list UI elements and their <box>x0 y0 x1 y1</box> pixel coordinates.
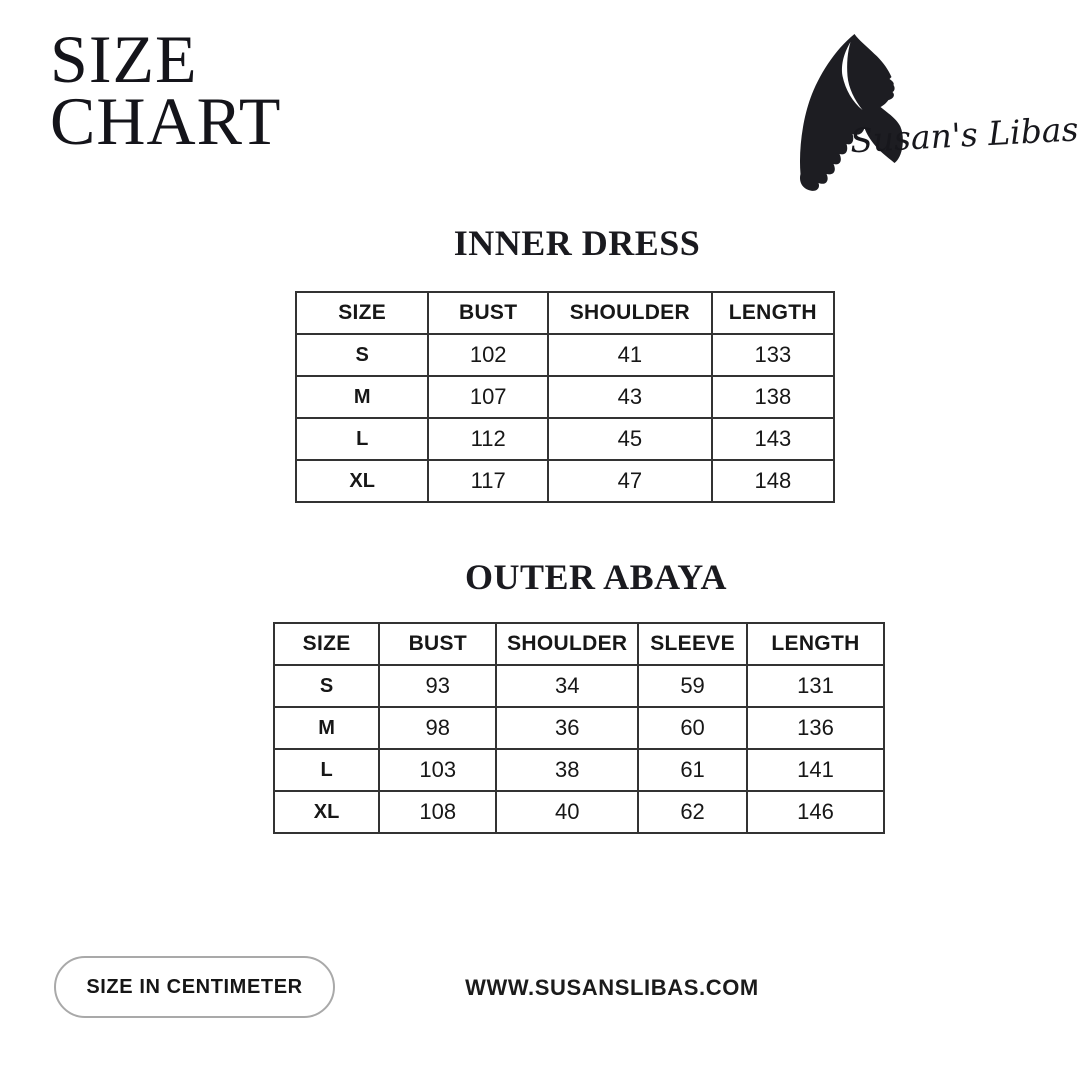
measurement-cell: 103 <box>378 748 498 792</box>
measurement-cell: 141 <box>745 748 886 792</box>
table-row: M 98 36 60 136 <box>272 706 886 750</box>
column-header: BUST <box>378 622 498 666</box>
size-cell: M <box>272 706 381 750</box>
website-url: WWW.SUSANSLIBAS.COM <box>465 975 759 1000</box>
measurement-cell: 61 <box>637 748 748 792</box>
measurement-cell: 108 <box>378 790 498 834</box>
measurement-cell: 36 <box>495 706 640 750</box>
inner-dress-title: INNER DRESS <box>453 223 701 263</box>
measurement-cell: 41 <box>547 333 713 377</box>
hijab-woman-silhouette-icon <box>799 34 903 191</box>
measurement-cell: 43 <box>547 375 713 419</box>
measurement-cell: 45 <box>547 417 713 461</box>
measurement-cell: 136 <box>745 706 886 750</box>
column-header: SIZE <box>294 291 430 335</box>
measurement-cell: 34 <box>495 664 640 708</box>
table-row: XL 117 47 148 <box>294 459 836 503</box>
measurement-cell: 117 <box>427 459 550 503</box>
measurement-cell: 138 <box>710 375 836 419</box>
brand-logo: Susan's Libas <box>790 30 1079 200</box>
size-cell: L <box>294 417 430 461</box>
size-cell: XL <box>294 459 430 503</box>
measurement-cell: 47 <box>547 459 713 503</box>
column-header: LENGTH <box>710 291 836 335</box>
measurement-cell: 107 <box>427 375 550 419</box>
measurement-cell: 98 <box>378 706 498 750</box>
page-title-line2: CHART <box>50 83 282 159</box>
measurement-cell: 93 <box>378 664 498 708</box>
unit-pill-label: SIZE IN CENTIMETER <box>86 975 303 998</box>
column-header: SHOULDER <box>547 291 713 335</box>
table-row: L 103 38 61 141 <box>272 748 886 792</box>
table-row: S 102 41 133 <box>294 333 836 377</box>
inner-dress-table: SIZE BUST SHOULDER LENGTH S 102 41 133 M 107 43 138… <box>294 291 836 503</box>
column-header: LENGTH <box>745 622 886 666</box>
header-row: SIZE BUST SHOULDER SLEEVE LENGTH <box>272 622 886 666</box>
column-header: SHOULDER <box>495 622 640 666</box>
table-row: L 112 45 143 <box>294 417 836 461</box>
measurement-cell: 102 <box>427 333 550 377</box>
measurement-cell: 148 <box>710 459 836 503</box>
measurement-cell: 133 <box>710 333 836 377</box>
outer-abaya-title: OUTER ABAYA <box>465 557 727 597</box>
unit-pill: SIZE IN CENTIMETER <box>54 956 335 1018</box>
size-cell: XL <box>272 790 381 834</box>
column-header: SLEEVE <box>637 622 748 666</box>
measurement-cell: 131 <box>745 664 886 708</box>
outer-abaya-table: SIZE BUST SHOULDER SLEEVE LENGTH S 93 34 59 131 M 9… <box>272 622 886 834</box>
measurement-cell: 146 <box>745 790 886 834</box>
size-cell: M <box>294 375 430 419</box>
size-cell: L <box>272 748 381 792</box>
measurement-cell: 60 <box>637 706 748 750</box>
page-title-line1: SIZE <box>50 21 198 97</box>
size-cell: S <box>294 333 430 377</box>
measurement-cell: 59 <box>637 664 748 708</box>
measurement-cell: 143 <box>710 417 836 461</box>
table-row: M 107 43 138 <box>294 375 836 419</box>
measurement-cell: 112 <box>427 417 550 461</box>
page-title: SIZE CHART <box>50 21 282 159</box>
measurement-cell: 38 <box>495 748 640 792</box>
column-header: BUST <box>427 291 550 335</box>
table-row: S 93 34 59 131 <box>272 664 886 708</box>
header-row: SIZE BUST SHOULDER LENGTH <box>294 291 836 335</box>
measurement-cell: 62 <box>637 790 748 834</box>
size-cell: S <box>272 664 381 708</box>
table-row: XL 108 40 62 146 <box>272 790 886 834</box>
measurement-cell: 40 <box>495 790 640 834</box>
column-header: SIZE <box>272 622 381 666</box>
